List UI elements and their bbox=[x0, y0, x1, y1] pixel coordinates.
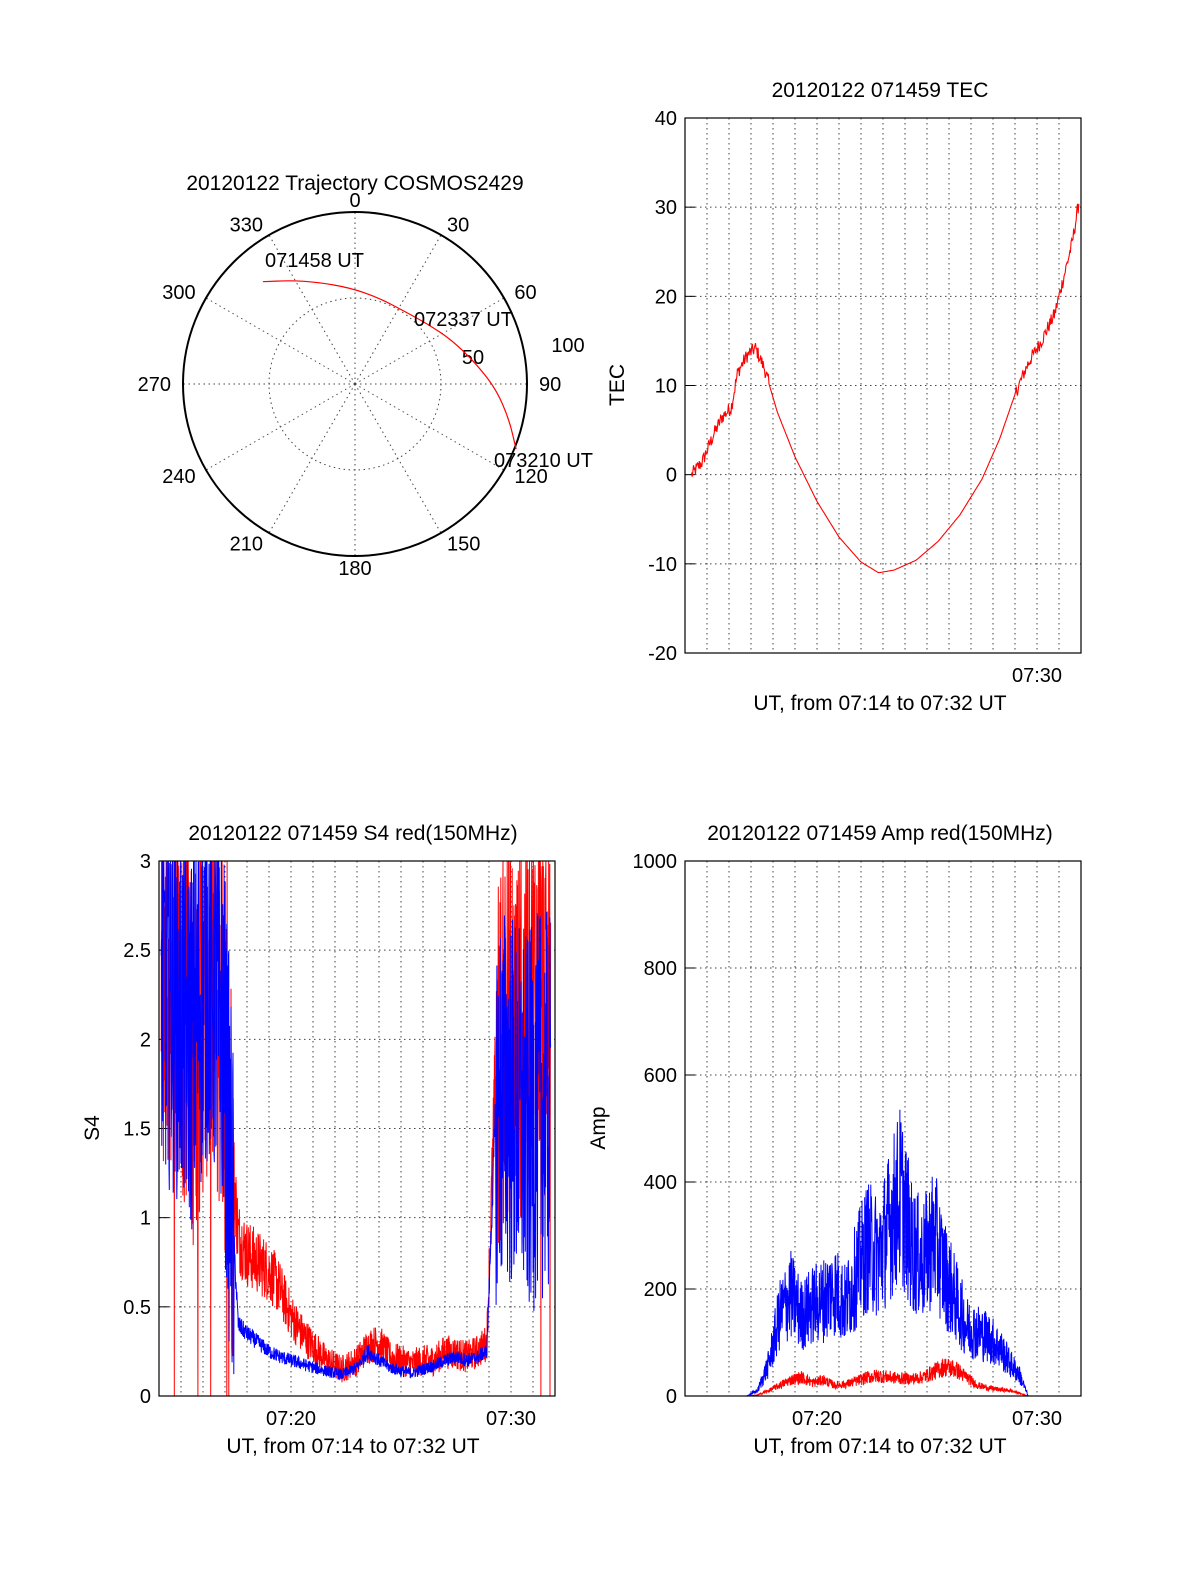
amp-frame bbox=[684, 860, 1082, 1397]
amp-title: 20120122 071459 Amp red(150MHz) bbox=[707, 822, 1053, 845]
polar-trajectory-line bbox=[262, 280, 517, 450]
amp-plot-area bbox=[691, 1109, 1079, 1397]
y-tick-label: 600 bbox=[644, 1065, 677, 1087]
polar-azimuth-label: 150 bbox=[447, 533, 480, 555]
tec-xlabel: UT, from 07:14 to 07:32 UT bbox=[753, 692, 1006, 715]
s4-title: 20120122 071459 S4 red(150MHz) bbox=[188, 822, 517, 845]
s4-plot-area bbox=[160, 860, 552, 1397]
tec-title: 20120122 071459 TEC bbox=[772, 79, 989, 102]
amp-series-line bbox=[691, 1358, 1079, 1397]
polar-outer-circle bbox=[182, 211, 528, 557]
polar-spoke bbox=[354, 297, 505, 385]
s4-x-tick-labels: 07:20 07:30 bbox=[266, 1408, 536, 1430]
s4-series-line bbox=[160, 860, 552, 1380]
amp-grid bbox=[685, 860, 1081, 1397]
y-tick-label: 0 bbox=[140, 1386, 151, 1408]
s4-frame bbox=[158, 860, 556, 1397]
polar-spoke bbox=[268, 383, 356, 534]
polar-title: 20120122 Trajectory COSMOS2429 bbox=[186, 172, 523, 195]
x-tick-label: 07:30 bbox=[486, 1408, 536, 1430]
y-tick-label: 20 bbox=[655, 286, 677, 308]
tec-y-tick-labels: -20 -10 0 10 20 30 40 bbox=[648, 108, 677, 665]
polar-grid bbox=[183, 212, 527, 556]
polar-azimuth-label: 90 bbox=[539, 374, 561, 396]
y-tick-label: 1.5 bbox=[123, 1119, 151, 1141]
s4-xlabel: UT, from 07:14 to 07:32 UT bbox=[226, 1435, 479, 1458]
tec-plot-area bbox=[691, 203, 1080, 574]
s4-y-tick-labels: 0 0.5 1 1.5 2 2.5 3 bbox=[123, 851, 151, 1408]
polar-spoke bbox=[354, 383, 442, 534]
x-tick-label: 07:20 bbox=[792, 1408, 842, 1430]
y-tick-label: 800 bbox=[644, 958, 677, 980]
polar-spoke bbox=[268, 234, 356, 385]
y-tick-label: 200 bbox=[644, 1279, 677, 1301]
polar-spoke bbox=[354, 383, 505, 471]
tec-grid bbox=[685, 117, 1081, 654]
y-tick-label: 400 bbox=[644, 1172, 677, 1194]
polar-spoke bbox=[205, 383, 356, 471]
y-tick-label: 40 bbox=[655, 108, 677, 130]
y-tick-label: -10 bbox=[648, 554, 677, 576]
s4-ylabel: S4 bbox=[81, 1115, 104, 1141]
amp-panel: 20120122 071459 Amp red(150MHz) 0 200 400 6… bbox=[587, 822, 1082, 1458]
polar-azimuth-label: 60 bbox=[514, 282, 536, 304]
polar-trajectory-panel: 20120122 Trajectory COSMOS2429 0 30 60 90 12… bbox=[138, 172, 593, 580]
amp-y-tick-labels: 0 200 400 600 800 1000 bbox=[633, 851, 678, 1408]
polar-azimuth-label: 180 bbox=[338, 558, 371, 580]
polar-azimuth-label: 330 bbox=[230, 215, 263, 237]
amp-x-tick-labels: 07:20 07:30 bbox=[792, 1408, 1062, 1430]
y-tick-label: 30 bbox=[655, 197, 677, 219]
tec-ylabel: TEC bbox=[606, 364, 629, 406]
y-tick-label: 3 bbox=[140, 851, 151, 873]
s4-panel: 20120122 071459 S4 red(150MHz) 0 0.5 1 1.5 2… bbox=[81, 822, 556, 1458]
polar-azimuth-label: 240 bbox=[162, 466, 195, 488]
polar-azimuth-label: 210 bbox=[230, 533, 263, 555]
polar-start-time-label: 071458 UT bbox=[265, 250, 364, 272]
y-tick-label: 1 bbox=[140, 1208, 151, 1230]
x-tick-label: 07:30 bbox=[1012, 665, 1062, 687]
polar-ring-label-50: 50 bbox=[462, 347, 484, 369]
y-tick-label: 1000 bbox=[633, 851, 678, 873]
y-tick-label: 2.5 bbox=[123, 940, 151, 962]
y-tick-label: 0 bbox=[666, 1386, 677, 1408]
y-tick-label: 0.5 bbox=[123, 1297, 151, 1319]
y-tick-label: 0 bbox=[666, 465, 677, 487]
x-tick-label: 07:30 bbox=[1012, 1408, 1062, 1430]
polar-azimuth-label: 270 bbox=[138, 374, 171, 396]
polar-azimuth-label: 30 bbox=[447, 215, 469, 237]
x-tick-label: 07:20 bbox=[266, 1408, 316, 1430]
y-tick-label: -20 bbox=[648, 643, 677, 665]
polar-spoke bbox=[354, 234, 442, 385]
polar-end-time-label: 073210 UT bbox=[494, 450, 593, 472]
y-tick-label: 10 bbox=[655, 376, 677, 398]
polar-spoke bbox=[205, 297, 356, 385]
polar-azimuth-labels: 0 30 60 90 120 150 180 210 240 270 300 330 bbox=[138, 190, 562, 580]
amp-ylabel: Amp bbox=[587, 1106, 610, 1149]
polar-ring-label-100: 100 bbox=[551, 335, 584, 357]
amp-series-line bbox=[691, 1109, 1079, 1397]
polar-azimuth-label: 300 bbox=[162, 282, 195, 304]
polar-azimuth-label: 0 bbox=[349, 190, 360, 212]
tec-series-line bbox=[691, 203, 1080, 574]
polar-azimuth-label: 120 bbox=[514, 466, 547, 488]
tec-panel: 20120122 071459 TEC -20 -10 0 10 20 30 40 07:3… bbox=[606, 79, 1082, 715]
y-tick-label: 2 bbox=[140, 1029, 151, 1051]
tec-frame bbox=[684, 117, 1082, 654]
polar-mid-time-label: 072337 UT bbox=[414, 309, 513, 331]
tec-x-tick-labels: 07:30 bbox=[1012, 665, 1062, 687]
amp-xlabel: UT, from 07:14 to 07:32 UT bbox=[753, 1435, 1006, 1458]
